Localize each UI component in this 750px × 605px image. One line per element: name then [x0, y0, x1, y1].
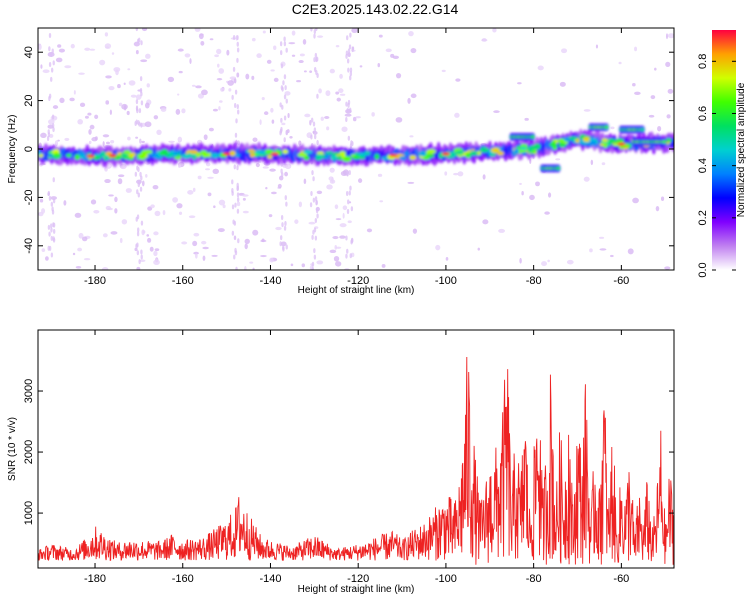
snr-x-axis-label: Height of straight line (km) — [298, 584, 415, 595]
heatmap-x-tick-label: -60 — [613, 275, 629, 287]
snr-y-tick-label: 2000 — [23, 440, 35, 464]
snr-x-tick-label: -80 — [526, 573, 542, 585]
colorbar-tick-label: 0.0 — [697, 262, 709, 277]
heatmap-y-tick-label: -40 — [23, 238, 35, 254]
spectrogram-panel: -180 -160 -140 -120 -100 -80 -60 -40 -20 0 20 40 H… — [7, 27, 675, 296]
snr-y-tick-label: 3000 — [23, 379, 35, 403]
heatmap-y-tick-label: 20 — [23, 94, 35, 106]
heatmap-y-tick-label: 0 — [23, 146, 35, 152]
heatmap-y-ticks: -40 -20 0 20 40 — [23, 46, 674, 254]
snr-y-ticks: 1000 2000 3000 — [23, 379, 674, 525]
heatmap-x-ticks: -180 -160 -140 -120 -100 -80 -60 — [84, 28, 629, 287]
snr-y-tick-label: 1000 — [23, 501, 35, 525]
snr-panel: -180 -160 -140 -120 -100 -80 -60 100020003000 … — [7, 329, 675, 595]
heatmap-x-tick-label: -80 — [526, 275, 542, 287]
snr-x-tick-label: -140 — [259, 573, 281, 585]
colorbar-tick-label: 0.8 — [697, 54, 709, 69]
heatmap-y-tick-label: -20 — [23, 189, 35, 205]
heatmap-x-tick-label: -140 — [259, 275, 281, 287]
snr-x-tick-label: -180 — [84, 573, 106, 585]
snr-line — [38, 356, 674, 565]
colorbar: 0.0 0.2 0.4 0.6 0.8 Normalized spectral ampl… — [697, 30, 747, 278]
colorbar-gradient — [712, 30, 736, 270]
snr-x-tick-label: -100 — [435, 573, 457, 585]
snr-frame — [38, 330, 674, 568]
snr-series — [38, 356, 674, 565]
heatmap-x-tick-label: -180 — [84, 275, 106, 287]
snr-x-ticks: -180 -160 -140 -120 -100 -80 -60 — [84, 330, 629, 585]
snr-x-tick-label: -120 — [347, 573, 369, 585]
chart-title: C2E3.2025.143.02.22.G14 — [292, 1, 459, 17]
heatmap-x-tick-label: -160 — [172, 275, 194, 287]
colorbar-tick-label: 0.2 — [697, 210, 709, 225]
colorbar-tick-label: 0.6 — [697, 106, 709, 121]
colorbar-ticks: 0.0 0.2 0.4 0.6 0.8 — [697, 54, 736, 278]
colorbar-label: Normalized spectral amplitude — [736, 82, 747, 217]
heatmap-noise — [38, 28, 674, 270]
heatmap-x-tick-label: -120 — [347, 275, 369, 287]
heatmap-cells — [38, 28, 674, 270]
heatmap-y-axis-label: Frequency (Hz) — [7, 115, 18, 184]
snr-y-axis-label: SNR (10 * v/v) — [7, 417, 18, 481]
heatmap-x-tick-label: -100 — [435, 275, 457, 287]
heatmap-x-axis-label: Height of straight line (km) — [298, 285, 415, 296]
snr-x-tick-label: -60 — [613, 573, 629, 585]
heatmap-ridge — [38, 123, 674, 173]
heatmap-y-tick-label: 40 — [23, 46, 35, 58]
colorbar-tick-label: 0.4 — [697, 158, 709, 173]
snr-x-tick-label: -160 — [172, 573, 194, 585]
